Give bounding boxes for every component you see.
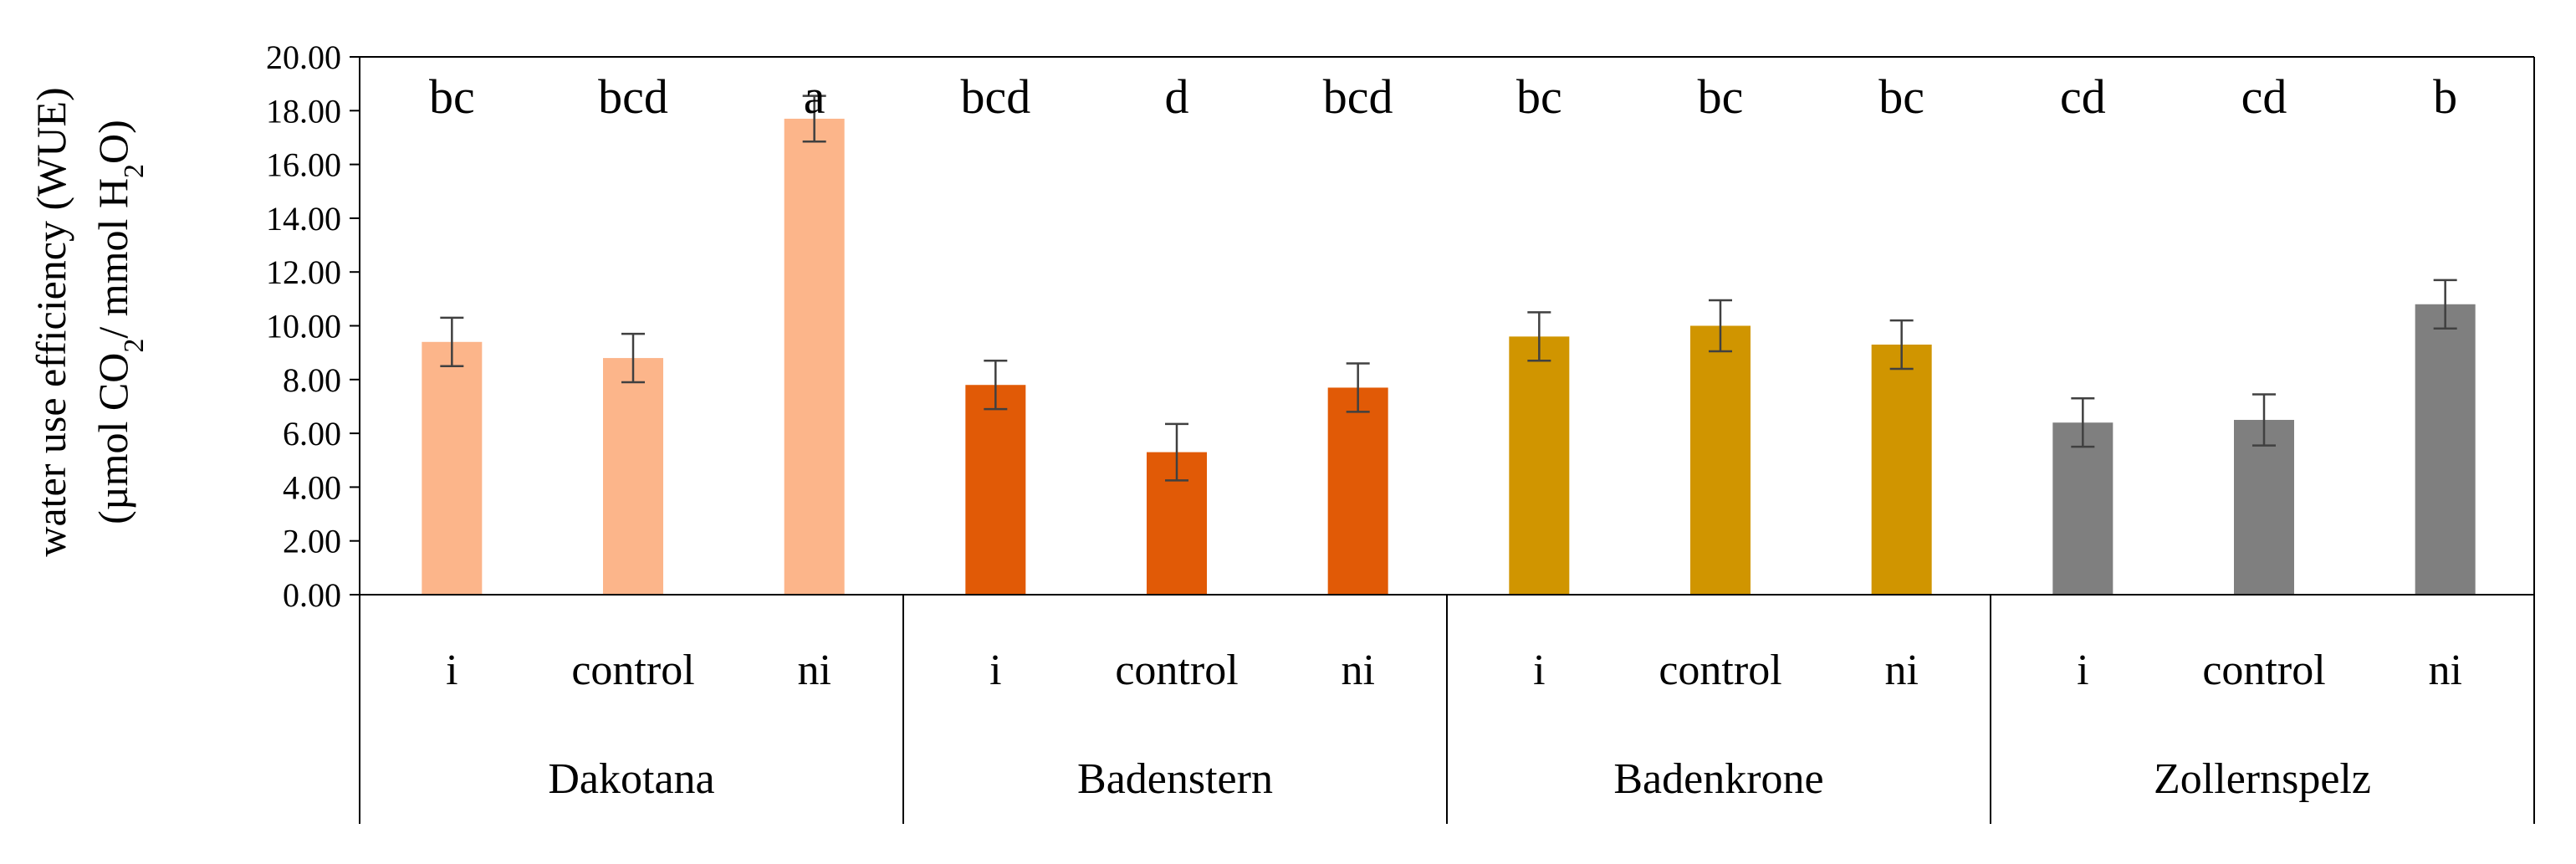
category-label: control: [1115, 647, 1238, 694]
significance-label: bcd: [1323, 69, 1393, 124]
category-label: i: [1533, 647, 1545, 694]
group-label: Dakotana: [548, 755, 714, 803]
category-label: ni: [1884, 647, 1918, 694]
significance-label: bc: [1878, 69, 1924, 124]
y-axis-ticks: 0.00 2.00 4.00 6.00 8.00 10.00 12.00 14.00 16.00…: [266, 38, 360, 614]
y-tick-label: 20.00: [266, 38, 341, 76]
category-label: control: [1659, 647, 1781, 694]
bar: [965, 385, 1026, 595]
y-axis-title-line-1: water use efficiency (WUE): [28, 87, 74, 556]
bar: [422, 341, 483, 595]
bar: [1871, 345, 1932, 595]
significance-label: bcd: [960, 69, 1030, 124]
bar: [2415, 304, 2476, 595]
axes-frame: [359, 56, 2535, 824]
y-tick-label: 12.00: [266, 253, 341, 291]
category-label: i: [446, 647, 457, 694]
bar: [603, 358, 663, 595]
category-labels: i control ni i control ni i control ni i control ni…: [446, 647, 2462, 803]
significance-label: bc: [1698, 69, 1744, 124]
y-tick-label: 8.00: [283, 361, 341, 399]
y-tick-label: 0.00: [283, 576, 341, 614]
significance-label: cd: [2060, 69, 2106, 124]
y-tick-label: 18.00: [266, 92, 341, 130]
y-axis-title: water use efficiency (WUE) (µmol CO2/ mm…: [28, 87, 150, 556]
group-label: Zollernspelz: [2154, 755, 2371, 803]
bar: [2052, 422, 2113, 595]
y-tick-label: 16.00: [266, 146, 341, 184]
category-label: ni: [797, 647, 831, 694]
y-tick-label: 10.00: [266, 308, 341, 345]
y-axis-title-part: O): [89, 120, 136, 164]
y-axis-title-part: 2: [119, 164, 150, 178]
group-label: Badenstern: [1077, 755, 1273, 803]
bar: [1509, 336, 1570, 595]
group-label: Badenkrone: [1613, 755, 1823, 803]
category-label: i: [989, 647, 1001, 694]
y-tick-label: 4.00: [283, 468, 341, 506]
y-axis-title-part: / mmol H: [89, 178, 136, 339]
significance-label: bcd: [598, 69, 668, 124]
significance-label: bc: [1516, 69, 1562, 124]
significance-label: cd: [2241, 69, 2287, 124]
category-label: i: [2077, 647, 2088, 694]
category-label: control: [2202, 647, 2325, 694]
bar: [1327, 387, 1388, 595]
y-tick-label: 6.00: [283, 415, 341, 452]
category-label: ni: [1341, 647, 1374, 694]
category-label: control: [571, 647, 694, 694]
significance-label: d: [1165, 69, 1189, 124]
category-label: ni: [2428, 647, 2461, 694]
y-axis-title-line-2: (µmol CO2/ mmol H2O): [89, 120, 150, 524]
bar: [784, 118, 845, 595]
y-axis-title-part: (µmol CO: [89, 353, 136, 524]
y-axis-title-part: 2: [119, 339, 150, 353]
bar-series: bc bcd a bcd d bcd bc bc bc cd cd b: [422, 69, 2476, 595]
significance-label: bc: [429, 69, 475, 124]
significance-label: a: [804, 69, 825, 124]
bar: [1690, 325, 1751, 595]
y-tick-label: 14.00: [266, 200, 341, 238]
significance-label: b: [2433, 69, 2457, 124]
bar: [2234, 420, 2294, 595]
y-tick-label: 2.00: [283, 523, 341, 560]
